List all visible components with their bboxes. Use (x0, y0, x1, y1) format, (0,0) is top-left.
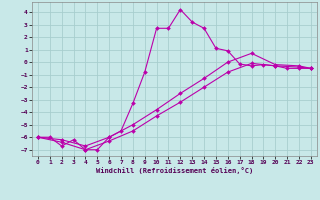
X-axis label: Windchill (Refroidissement éolien,°C): Windchill (Refroidissement éolien,°C) (96, 167, 253, 174)
